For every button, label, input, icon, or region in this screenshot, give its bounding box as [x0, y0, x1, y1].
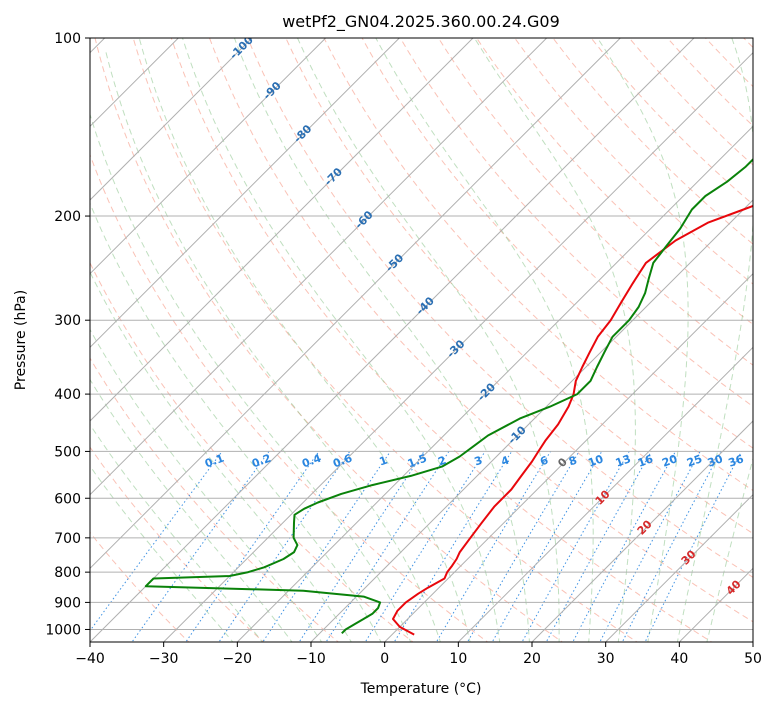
x-tick-label: 10 [449, 651, 467, 667]
y-tick-label: 100 [54, 31, 81, 47]
x-tick-label: 40 [670, 651, 688, 667]
x-tick-label: 0 [380, 651, 389, 667]
x-tick-label: −40 [75, 651, 105, 667]
y-tick-label: 900 [54, 595, 81, 611]
y-tick-label: 1000 [45, 622, 81, 638]
y-tick-label: 400 [54, 387, 81, 403]
x-tick-label: 20 [523, 651, 541, 667]
chart-title: wetPf2_GN04.2025.360.00.24.G09 [282, 12, 560, 32]
y-tick-label: 200 [54, 209, 81, 225]
x-tick-label: 30 [597, 651, 615, 667]
y-tick-label: 800 [54, 565, 81, 581]
y-tick-label: 700 [54, 531, 81, 547]
y-tick-label: 500 [54, 444, 81, 460]
y-axis-label: Pressure (hPa) [13, 290, 29, 390]
y-tick-label: 300 [54, 313, 81, 329]
x-tick-label: −10 [296, 651, 326, 667]
y-tick-label: 600 [54, 491, 81, 507]
x-tick-label: −30 [149, 651, 179, 667]
x-axis-label: Temperature (°C) [360, 681, 482, 697]
x-tick-label: −20 [223, 651, 253, 667]
x-tick-label: 50 [744, 651, 762, 667]
